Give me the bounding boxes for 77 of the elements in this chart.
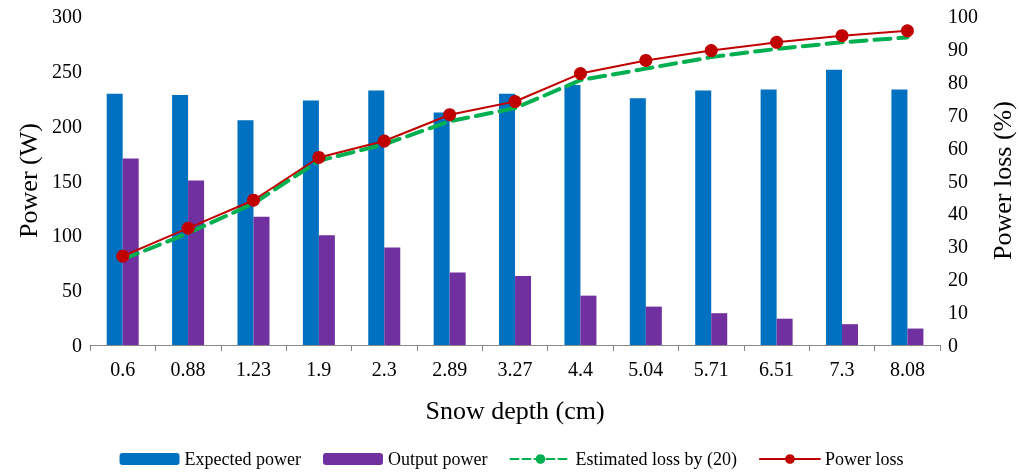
point [116, 249, 130, 263]
bar [580, 295, 597, 345]
y-tick-label: 250 [52, 59, 82, 82]
y-tick-label: 200 [52, 114, 82, 137]
bar [760, 89, 777, 345]
x-tick-label: 3.27 [497, 358, 533, 380]
legend-label: Output power [387, 449, 488, 469]
bar [172, 94, 189, 345]
bar [645, 306, 662, 345]
bar [449, 272, 466, 345]
x-tick-label: 1.9 [306, 358, 332, 380]
legend-label: Expected power [184, 449, 301, 469]
bar [907, 328, 924, 345]
y-tick-label: 0 [72, 334, 82, 356]
x-tick-label: 2.3 [371, 358, 397, 380]
point [573, 67, 587, 81]
y2-tick-label: 40 [948, 202, 969, 225]
y2-tick-label: 10 [948, 301, 969, 324]
bar [826, 69, 843, 345]
point [312, 150, 326, 164]
bar [564, 85, 581, 345]
x-tick-label: 8.08 [889, 358, 925, 380]
bar [499, 93, 516, 345]
x-tick-label: 7.3 [829, 358, 855, 380]
y-axis-title: Power (W) [13, 123, 43, 238]
bar [776, 318, 793, 345]
x-axis-title: Snow depth (cm) [425, 395, 605, 425]
y2-tick-label: 50 [948, 169, 969, 192]
bar [711, 313, 728, 345]
y2-tick-label: 30 [948, 235, 969, 258]
y2-axis-title: Power loss (%) [987, 101, 1017, 260]
bar [368, 90, 385, 345]
bar [891, 89, 908, 345]
y2-tick-label: 80 [948, 70, 969, 93]
bar [384, 247, 401, 345]
legend-label: Estimated loss by (20) [575, 449, 737, 470]
bar [629, 98, 646, 345]
point [835, 29, 849, 43]
y2-tick-label: 20 [948, 268, 969, 291]
y2-tick-label: 100 [948, 5, 979, 27]
bar [237, 120, 254, 345]
point [704, 44, 718, 58]
bar [433, 112, 450, 345]
point [639, 53, 653, 67]
x-tick-label: 4.4 [567, 358, 593, 380]
y-tick-label: 50 [62, 279, 82, 302]
bar [318, 235, 335, 345]
point [770, 35, 784, 49]
y-tick-label: 300 [52, 5, 82, 27]
x-tick-label: 5.04 [628, 358, 664, 380]
x-tick-label: 0.88 [170, 358, 206, 380]
bar [106, 93, 123, 345]
bar [188, 180, 205, 345]
y2-tick-label: 70 [948, 103, 969, 126]
bar [122, 158, 139, 345]
bar [253, 216, 270, 345]
x-tick-label: 6.51 [759, 358, 795, 380]
y-tick-label: 100 [52, 224, 82, 247]
y2-tick-label: 60 [948, 136, 969, 159]
x-tick-label: 1.23 [235, 358, 271, 380]
bar [515, 275, 532, 345]
point [443, 108, 457, 122]
y-tick-label: 150 [52, 169, 82, 192]
x-tick-label: 2.89 [432, 358, 468, 380]
bar [695, 90, 712, 345]
x-tick-label: 0.6 [110, 358, 136, 380]
bar [842, 324, 859, 345]
point [181, 221, 195, 235]
point [900, 24, 914, 38]
bar [302, 100, 319, 345]
y2-tick-label: 0 [948, 334, 959, 356]
point [508, 95, 522, 109]
point [377, 134, 391, 148]
y2-tick-label: 90 [948, 37, 969, 60]
legend-label: Power loss [824, 449, 904, 469]
x-tick-label: 5.71 [693, 358, 729, 380]
point [246, 193, 260, 207]
